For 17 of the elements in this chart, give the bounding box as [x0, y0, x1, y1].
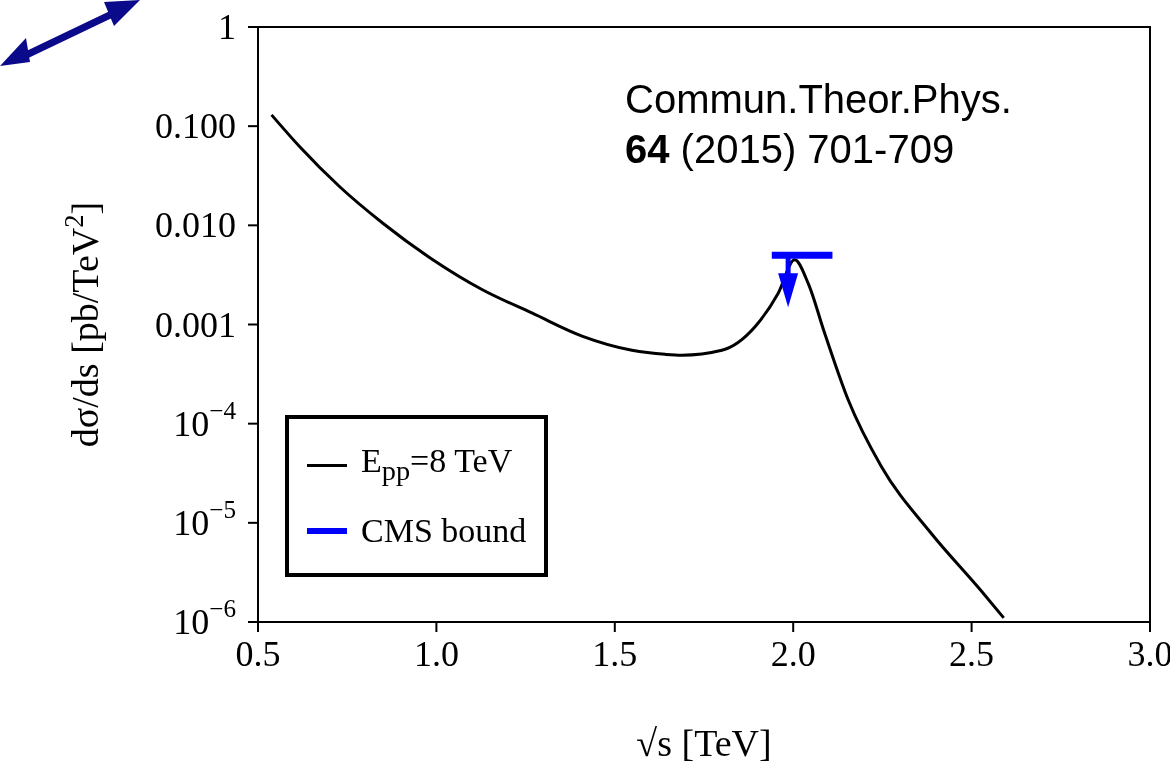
x-tick-label: 2.0 — [770, 634, 816, 674]
y-tick-label: 1 — [218, 7, 236, 47]
legend-label: CMS bound — [361, 510, 527, 551]
y-tick-label: 0.100 — [155, 106, 236, 147]
x-tick-label: 0.5 — [235, 634, 281, 674]
y-tick-label: 10$^{−5}$ — [173, 495, 236, 543]
y-tick-label: 10$^{−4}$ — [173, 396, 237, 444]
x-tick-label: 2.5 — [949, 634, 995, 674]
y-tick-label: 10$^{−6}$ — [173, 595, 236, 642]
annotation: 64 (2015) 701-709 — [625, 127, 955, 171]
annotation: Commun.Theor.Phys. — [625, 77, 1012, 121]
legend-label: E$_{pp}$=8 TeV — [361, 441, 513, 488]
x-axis-title: √s [TeV] — [636, 722, 772, 764]
x-tick-label: 1.5 — [592, 634, 638, 674]
y-tick-label: 0.010 — [155, 205, 236, 246]
y-tick-label: 0.001 — [155, 304, 236, 345]
x-tick-label: 1.0 — [413, 634, 459, 674]
